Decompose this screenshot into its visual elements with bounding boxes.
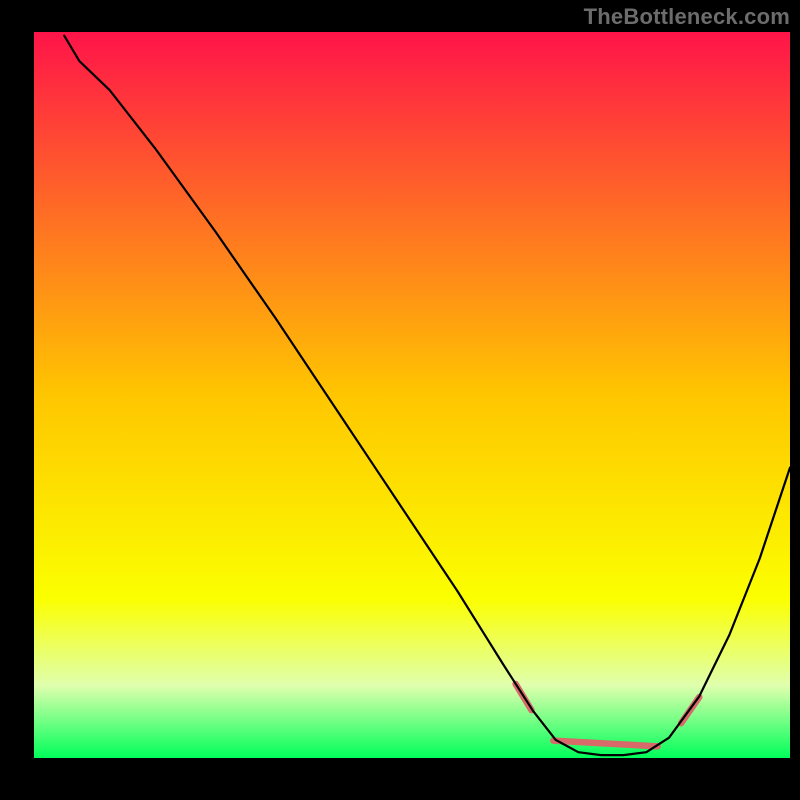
watermark-text: TheBottleneck.com [584,4,790,30]
gradient-background [34,32,790,758]
chart-stage: TheBottleneck.com [0,0,800,800]
plot-area [34,32,790,758]
chart-svg [34,32,790,758]
